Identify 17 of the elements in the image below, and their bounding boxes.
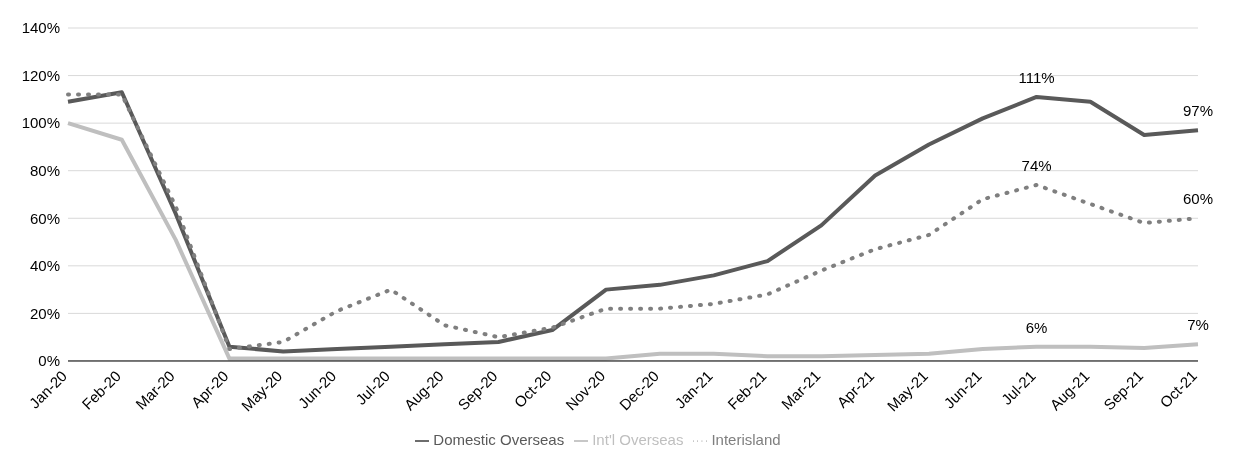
y-tick-label: 140%	[21, 19, 60, 37]
legend-label: Interisland	[711, 430, 781, 448]
data-label: 6%	[1025, 318, 1048, 336]
y-tick-label: 100%	[21, 114, 60, 132]
data-label: 97%	[1182, 102, 1214, 120]
data-label: 74%	[1021, 156, 1052, 174]
data-label: 7%	[1187, 316, 1209, 334]
y-tick-label: 0%	[38, 352, 60, 370]
data-label: 60%	[1182, 190, 1214, 208]
legend-label: Int'l Overseas	[592, 430, 684, 448]
legend-label: Domestic Overseas	[433, 430, 565, 448]
y-tick-label: 80%	[29, 162, 60, 180]
data-label: 111%	[1018, 68, 1055, 86]
y-tick-label: 60%	[29, 209, 60, 227]
y-tick-label: 40%	[29, 257, 60, 275]
y-tick-label: 120%	[21, 66, 60, 84]
y-tick-label: 20%	[29, 304, 60, 322]
